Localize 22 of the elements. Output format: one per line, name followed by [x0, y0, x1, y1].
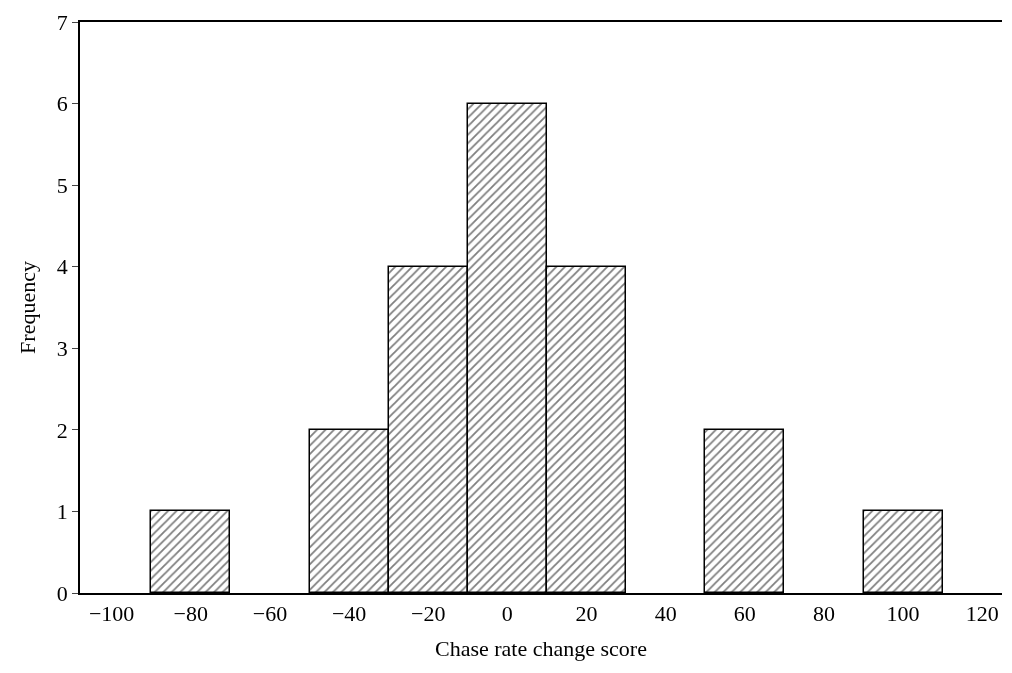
y-tick-label: 7 — [56, 9, 68, 35]
x-tick-label: −20 — [411, 601, 446, 627]
x-tick-label: 0 — [501, 601, 513, 627]
x-tick-label: 40 — [654, 601, 677, 627]
x-tick-label: 60 — [733, 601, 756, 627]
y-axis-title: Frequency — [15, 261, 41, 354]
y-tick-label: 1 — [56, 499, 68, 525]
x-tick-label: 80 — [812, 601, 835, 627]
y-tick-label: 5 — [56, 172, 68, 198]
y-tick-label: 3 — [56, 335, 68, 361]
y-tick-label: 0 — [56, 580, 68, 606]
x-tick-label: 20 — [575, 601, 598, 627]
y-tick-label: 6 — [56, 91, 68, 117]
x-tick-label: 120 — [965, 601, 999, 627]
x-tick-label: −100 — [88, 601, 135, 627]
x-tick-label: −80 — [173, 601, 209, 627]
x-tick-label: −60 — [252, 601, 288, 627]
y-tick-label: 2 — [56, 417, 68, 443]
x-axis-title: Chase rate change score — [435, 635, 647, 661]
y-tick-label: 4 — [56, 254, 68, 280]
x-tick-label: −40 — [331, 601, 367, 627]
x-tick-label: 100 — [886, 601, 920, 627]
